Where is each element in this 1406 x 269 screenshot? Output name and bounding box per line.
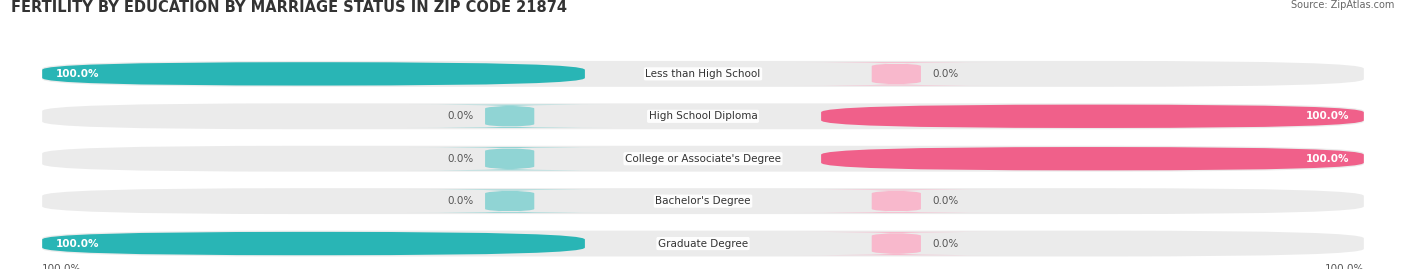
Text: 100.0%: 100.0%: [1306, 154, 1350, 164]
Text: 0.0%: 0.0%: [447, 154, 474, 164]
FancyBboxPatch shape: [408, 147, 612, 170]
Text: 100.0%: 100.0%: [1324, 264, 1364, 269]
Text: Graduate Degree: Graduate Degree: [658, 239, 748, 249]
Text: 100.0%: 100.0%: [42, 264, 82, 269]
Text: Source: ZipAtlas.com: Source: ZipAtlas.com: [1291, 0, 1395, 10]
Text: 0.0%: 0.0%: [932, 69, 959, 79]
Text: 0.0%: 0.0%: [932, 196, 959, 206]
FancyBboxPatch shape: [42, 61, 1364, 87]
FancyBboxPatch shape: [42, 231, 1364, 256]
FancyBboxPatch shape: [408, 189, 612, 213]
FancyBboxPatch shape: [408, 105, 612, 128]
Text: FERTILITY BY EDUCATION BY MARRIAGE STATUS IN ZIP CODE 21874: FERTILITY BY EDUCATION BY MARRIAGE STATU…: [11, 0, 567, 15]
FancyBboxPatch shape: [794, 232, 998, 255]
Text: 100.0%: 100.0%: [56, 69, 100, 79]
Text: College or Associate's Degree: College or Associate's Degree: [626, 154, 780, 164]
Text: 100.0%: 100.0%: [1306, 111, 1350, 121]
Text: 0.0%: 0.0%: [932, 239, 959, 249]
FancyBboxPatch shape: [821, 105, 1364, 128]
FancyBboxPatch shape: [821, 147, 1364, 170]
FancyBboxPatch shape: [42, 146, 1364, 172]
FancyBboxPatch shape: [794, 62, 998, 86]
FancyBboxPatch shape: [42, 62, 585, 86]
Text: 100.0%: 100.0%: [56, 239, 100, 249]
Text: 0.0%: 0.0%: [447, 111, 474, 121]
FancyBboxPatch shape: [794, 189, 998, 213]
Text: Less than High School: Less than High School: [645, 69, 761, 79]
FancyBboxPatch shape: [42, 188, 1364, 214]
Text: 0.0%: 0.0%: [447, 196, 474, 206]
FancyBboxPatch shape: [42, 232, 585, 255]
Text: Bachelor's Degree: Bachelor's Degree: [655, 196, 751, 206]
FancyBboxPatch shape: [42, 103, 1364, 129]
Text: High School Diploma: High School Diploma: [648, 111, 758, 121]
